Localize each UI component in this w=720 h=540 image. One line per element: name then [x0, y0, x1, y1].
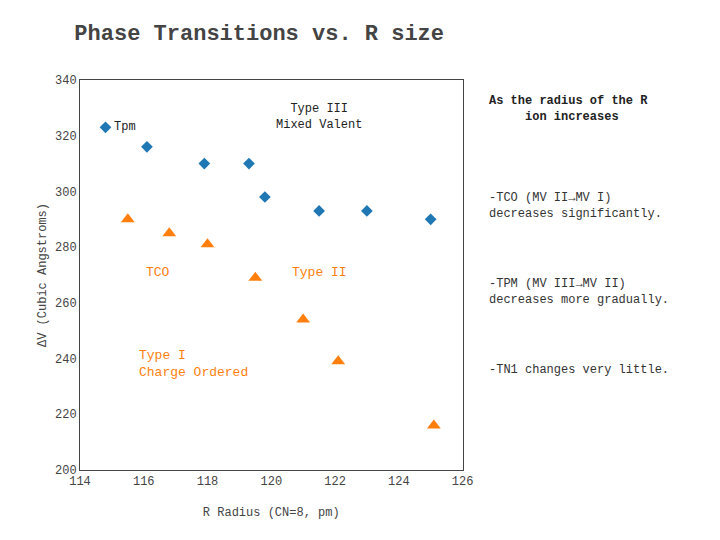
svg-text:-TN1 changes very little.: -TN1 changes very little.: [489, 363, 669, 377]
svg-text:118: 118: [197, 475, 219, 489]
svg-text:Phase Transitions vs. R size: Phase Transitions vs. R size: [74, 22, 444, 47]
svg-text:-TCO (MV II→MV I)decreases sig: -TCO (MV II→MV I)decreases significantly…: [489, 191, 662, 221]
svg-text:320: 320: [55, 130, 77, 144]
svg-text:200: 200: [55, 464, 77, 478]
svg-text:340: 340: [55, 74, 77, 88]
svg-text:Tpm: Tpm: [114, 120, 136, 134]
svg-text:-TPM (MV III→MV II)decreases m: -TPM (MV III→MV II)decreases more gradua…: [489, 277, 669, 307]
svg-text:260: 260: [55, 297, 77, 311]
svg-text:Type ICharge Ordered: Type ICharge Ordered: [139, 348, 248, 380]
svg-text:280: 280: [55, 241, 77, 255]
svg-text:126: 126: [452, 475, 474, 489]
svg-text:116: 116: [133, 475, 155, 489]
svg-text:240: 240: [55, 353, 77, 367]
svg-text:R Radius (CN=8, pm): R Radius (CN=8, pm): [203, 506, 340, 520]
svg-text:120: 120: [260, 475, 282, 489]
svg-text:300: 300: [55, 186, 77, 200]
svg-text:TCO: TCO: [146, 265, 170, 280]
svg-text:124: 124: [388, 475, 410, 489]
svg-text:Type II: Type II: [292, 265, 347, 280]
svg-text:As the radius of the R ion: As the radius of the R ion increases: [489, 94, 648, 124]
svg-text:220: 220: [55, 408, 77, 422]
svg-text:ΔV (Cubic Angstroms): ΔV (Cubic Angstroms): [36, 203, 50, 347]
svg-text:Type IIIMixed Valent: Type IIIMixed Valent: [276, 102, 362, 132]
svg-text:114: 114: [69, 475, 91, 489]
svg-text:122: 122: [324, 475, 346, 489]
